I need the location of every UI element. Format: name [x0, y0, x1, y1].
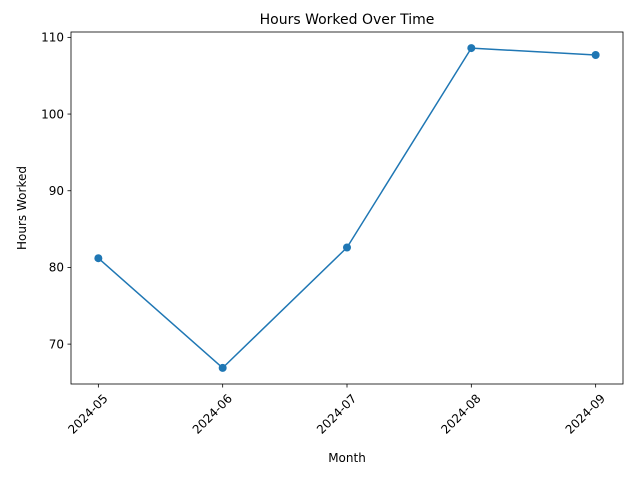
- y-tick-label: 100: [41, 107, 64, 121]
- plot-area: [94, 44, 600, 372]
- y-tick-label: 80: [49, 261, 64, 275]
- data-point: [218, 363, 227, 372]
- y-axis: 70 80 90 100 110: [41, 31, 71, 351]
- data-point: [94, 254, 103, 263]
- data-point: [343, 243, 351, 252]
- y-tick-label: 110: [41, 31, 64, 45]
- y-tick-label: 90: [49, 184, 64, 198]
- data-point: [467, 44, 476, 53]
- x-axis-label: Month: [328, 451, 366, 465]
- y-axis-label: Hours Worked: [15, 166, 29, 250]
- data-point: [591, 51, 600, 60]
- chart-title: Hours Worked Over Time: [260, 12, 435, 28]
- y-tick-label: 70: [49, 337, 64, 351]
